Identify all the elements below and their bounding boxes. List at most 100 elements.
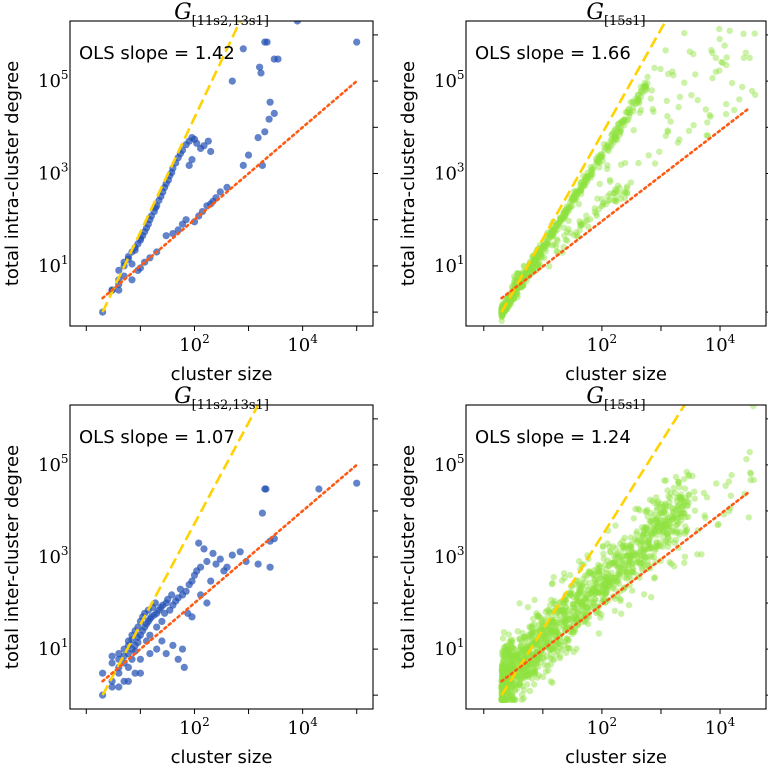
data-point xyxy=(563,635,570,642)
data-point xyxy=(626,541,634,549)
data-point xyxy=(562,603,569,611)
data-point xyxy=(510,644,517,652)
data-point xyxy=(623,190,630,197)
data-point xyxy=(509,664,516,671)
data-point xyxy=(565,636,572,643)
data-point xyxy=(539,242,547,249)
data-point xyxy=(561,618,568,626)
data-point xyxy=(605,576,612,584)
data-point xyxy=(586,568,593,575)
data-point xyxy=(656,148,663,155)
data-point xyxy=(662,47,669,54)
data-point xyxy=(599,543,607,550)
data-point xyxy=(640,561,647,569)
data-point xyxy=(514,290,521,297)
data-point xyxy=(195,539,203,547)
data-point xyxy=(596,570,603,577)
data-point xyxy=(627,108,634,116)
data-point xyxy=(549,231,556,239)
data-point xyxy=(540,655,547,662)
data-point xyxy=(606,543,613,550)
data-point xyxy=(612,551,619,558)
data-point xyxy=(657,500,665,507)
data-point xyxy=(546,263,553,270)
data-point xyxy=(539,618,546,625)
data-point xyxy=(646,545,653,552)
data-point xyxy=(561,574,568,581)
data-point xyxy=(506,665,513,672)
data-point xyxy=(593,158,601,165)
data-point xyxy=(655,520,663,527)
data-point xyxy=(526,687,534,695)
x-tick-label: 102 xyxy=(587,332,618,356)
data-point xyxy=(565,225,572,233)
data-point xyxy=(507,662,514,669)
data-point xyxy=(619,553,626,560)
data-point xyxy=(582,173,589,181)
data-point xyxy=(587,589,594,596)
data-point xyxy=(498,696,506,703)
data-point xyxy=(500,674,507,682)
data-point xyxy=(616,184,623,192)
data-point xyxy=(642,83,649,91)
data-point xyxy=(518,667,525,674)
data-point xyxy=(526,633,534,640)
data-point xyxy=(605,571,612,578)
data-point xyxy=(678,496,685,503)
data-point xyxy=(209,549,217,558)
data-point xyxy=(527,637,534,644)
data-point xyxy=(523,672,530,679)
data-point xyxy=(529,255,537,262)
data-point xyxy=(540,241,547,249)
data-point xyxy=(531,660,538,667)
data-point xyxy=(574,593,581,600)
data-point xyxy=(244,151,253,159)
data-point xyxy=(628,553,635,560)
data-point xyxy=(612,560,620,567)
data-point xyxy=(589,598,597,606)
data-point xyxy=(610,129,617,136)
data-point xyxy=(548,231,555,238)
data-point xyxy=(571,195,578,203)
data-point xyxy=(539,649,547,657)
data-point xyxy=(610,189,617,197)
data-point xyxy=(572,614,579,621)
data-point xyxy=(635,98,642,105)
data-point xyxy=(595,588,602,596)
data-point xyxy=(576,218,583,225)
data-point xyxy=(612,131,619,139)
data-point xyxy=(516,676,524,683)
data-point xyxy=(678,498,686,506)
data-point xyxy=(498,666,506,674)
data-point xyxy=(530,257,538,265)
data-point xyxy=(750,476,757,484)
data-point xyxy=(651,499,658,507)
data-point xyxy=(561,614,568,621)
data-point xyxy=(606,579,613,587)
data-point xyxy=(609,543,617,550)
data-point xyxy=(557,638,565,645)
y-axis-label: total intra-cluster degree xyxy=(2,61,23,286)
data-point xyxy=(605,583,613,590)
data-point xyxy=(637,83,644,91)
data-point xyxy=(511,280,518,287)
data-point xyxy=(528,629,535,637)
data-point xyxy=(574,596,581,603)
data-point xyxy=(499,673,506,680)
data-point xyxy=(501,643,509,650)
data-point xyxy=(531,667,538,674)
data-point xyxy=(541,633,548,640)
data-point xyxy=(728,79,736,87)
data-point xyxy=(567,591,574,598)
data-point xyxy=(562,211,569,218)
data-point xyxy=(547,622,555,629)
data-point xyxy=(626,105,633,112)
data-point xyxy=(506,696,514,703)
data-point xyxy=(598,567,606,575)
data-point xyxy=(499,667,506,675)
data-point xyxy=(613,574,620,581)
data-point xyxy=(556,641,563,648)
data-point xyxy=(498,696,506,703)
data-point xyxy=(200,142,208,150)
data-point xyxy=(628,560,636,567)
